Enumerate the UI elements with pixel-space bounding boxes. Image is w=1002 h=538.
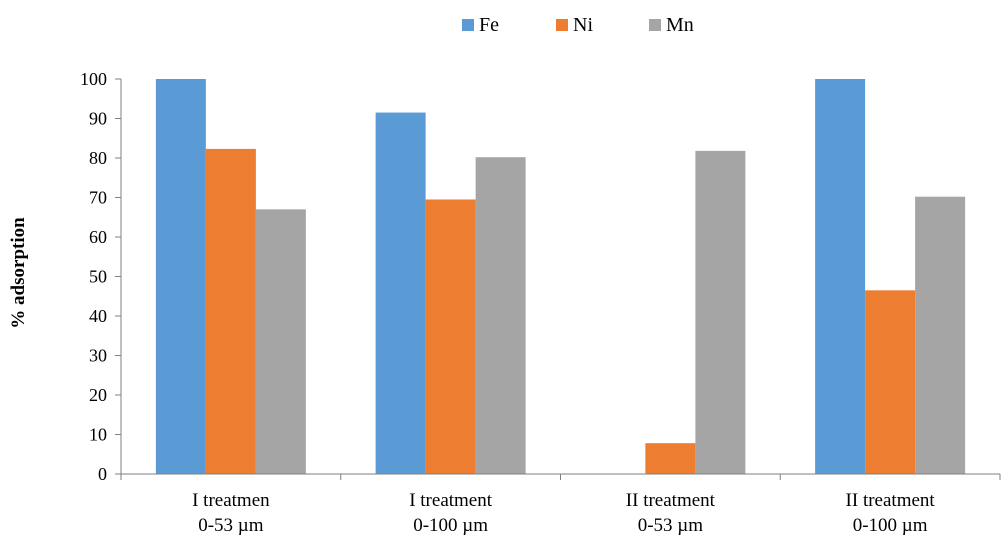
bar-mn-3 [915, 196, 966, 474]
legend-swatch-fe [462, 19, 474, 31]
legend-swatch-mn [649, 19, 661, 31]
bar-ni-2 [645, 443, 696, 474]
x-category-label: II treatment [626, 490, 716, 511]
y-axis: 0 10 20 30 40 50 60 70 80 90 100 [80, 69, 122, 484]
legend-label-mn: Mn [666, 14, 694, 36]
y-tick-label: 30 [89, 346, 107, 366]
bar-ni-3 [865, 290, 916, 474]
legend-label-ni: Ni [573, 14, 593, 36]
bar-fe-3 [815, 79, 866, 474]
y-tick-label: 90 [89, 109, 107, 129]
y-tick-label: 100 [80, 69, 107, 89]
y-tick-label: 20 [89, 385, 107, 405]
x-category-label: I treatmen [192, 490, 270, 511]
x-category-label: 0-53 µm [638, 515, 704, 536]
y-tick-label: 60 [89, 227, 107, 247]
plot-area [155, 79, 966, 475]
x-category-label: 0-100 µm [413, 515, 488, 536]
y-tick-label: 80 [89, 148, 107, 168]
legend-label-fe: Fe [479, 14, 499, 36]
bar-mn-2 [695, 150, 746, 474]
y-tick-label: 10 [89, 425, 107, 445]
bar-ni-0 [205, 148, 256, 475]
x-category-label: II treatment [846, 490, 936, 511]
x-category-label: 0-53 µm [198, 515, 264, 536]
x-axis: I treatmen 0-53 µm I treatment 0-100 µm II t… [120, 473, 1001, 536]
legend-swatch-ni [556, 19, 568, 31]
x-category-label: I treatment [409, 490, 493, 511]
y-tick-label: 70 [89, 188, 107, 208]
bar-ni-1 [425, 199, 476, 474]
bar-mn-1 [475, 157, 526, 474]
y-axis-title: % adsorption [8, 217, 29, 329]
chart-legend: Fe Ni Mn [462, 14, 694, 36]
bar-mn-0 [255, 209, 306, 474]
bar-fe-0 [155, 79, 206, 474]
y-tick-label: 50 [89, 267, 107, 287]
x-category-label: 0-100 µm [853, 515, 928, 536]
bar-fe-1 [375, 112, 426, 474]
y-tick-label: 40 [89, 306, 107, 326]
y-tick-label: 0 [98, 464, 107, 484]
